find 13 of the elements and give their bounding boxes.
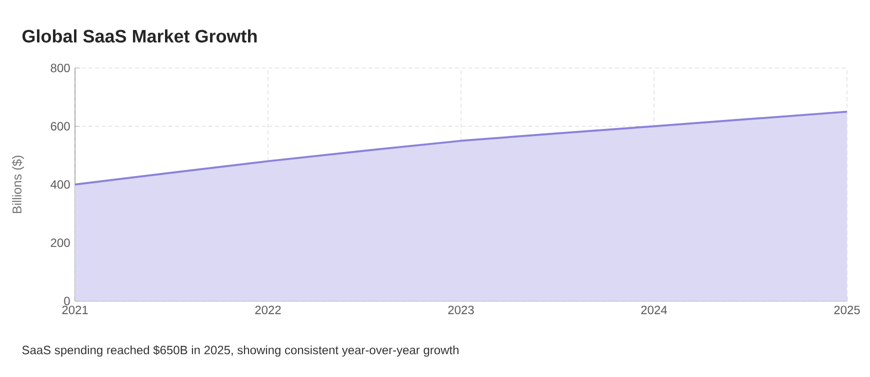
x-tick-label: 2023	[448, 306, 474, 314]
y-tick-label: 600	[50, 122, 70, 130]
y-tick-label: 800	[50, 64, 70, 72]
x-tick-label: 2021	[62, 306, 88, 314]
y-tick-label: 200	[50, 238, 70, 247]
x-tick-label: 2024	[641, 306, 667, 314]
y-tick-label: 400	[50, 180, 70, 189]
chart-title: Global SaaS Market Growth	[22, 29, 257, 43]
y-tick-label: 0	[64, 296, 70, 306]
text: SaaS spending reached $650B in 2025, showing consistent year-over-year growth	[22, 345, 458, 357]
y-axis-title: Billions ($)	[12, 156, 24, 214]
x-tick-label: 2022	[255, 306, 281, 314]
x-tick-label: 2025	[834, 306, 860, 314]
